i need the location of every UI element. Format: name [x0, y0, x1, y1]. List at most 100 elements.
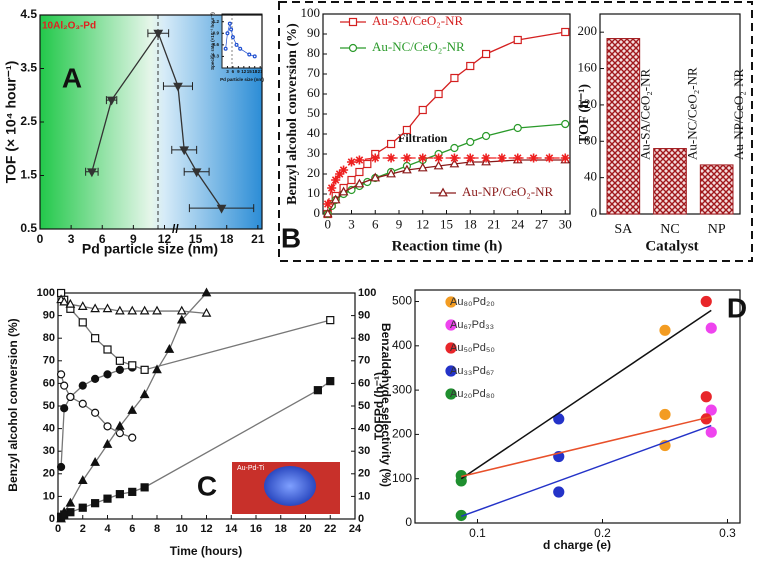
marker: [355, 167, 364, 177]
x-tick-label: 6: [99, 232, 106, 246]
legend-label: Au₆₇Pd₃₃: [450, 319, 494, 331]
marker: [103, 345, 112, 354]
y-tick-label: 20: [307, 165, 320, 180]
y-axis-label: TOF (× 10⁴ hour⁻¹): [3, 61, 19, 184]
x-tick-label: 12: [158, 232, 172, 246]
marker: [418, 153, 428, 163]
panel-letter: A: [62, 62, 82, 93]
marker: [450, 73, 459, 83]
marker: [561, 119, 570, 129]
marker: [91, 334, 100, 343]
marker: [445, 365, 457, 377]
legend-label: Au-NC/CeO₂-NR: [372, 39, 465, 54]
y-tick-label: 0: [49, 513, 55, 525]
y-tick-label: 1.2: [213, 19, 220, 24]
legend-label: Au-NP/CeO₂-NR: [462, 184, 554, 199]
particle: [264, 466, 316, 506]
x-tick-label: 27: [535, 217, 549, 232]
annotation: 10Al₂O₃-Pd: [42, 21, 96, 32]
marker: [450, 143, 459, 153]
marker: [229, 27, 234, 32]
y-tick-label: 200: [392, 427, 412, 441]
x-tick-label: 9: [396, 217, 403, 232]
y2-tick-label: 30: [358, 445, 370, 457]
y-tick-label: 30: [43, 445, 55, 457]
x-tick-label: 0.2: [594, 526, 611, 540]
x-tick-label: 24: [349, 523, 362, 535]
marker: [354, 155, 364, 165]
y-axis-label: TOF (h⁻¹): [577, 84, 592, 145]
marker: [705, 322, 717, 334]
marker: [78, 381, 87, 390]
marker: [223, 46, 228, 51]
y-tick-label: 2.5: [20, 114, 37, 128]
marker: [481, 153, 491, 163]
x-tick-label: 15: [189, 232, 203, 246]
marker: [153, 29, 164, 39]
marker: [91, 499, 100, 508]
marker: [78, 503, 87, 512]
y2-axis-label: Benzaldehyde selectivity (%): [379, 323, 393, 487]
y-tick-label: 40: [43, 423, 55, 435]
legend-label: Au₅₀Pd₅₀: [450, 342, 495, 354]
x-axis-label: Pd particle size (nm): [220, 77, 264, 82]
plot-frame: [414, 289, 741, 524]
x-tick-label: 6: [232, 69, 235, 74]
marker: [348, 17, 358, 27]
y-tick-label: 90: [307, 25, 320, 40]
y-tick-label: 0.9: [213, 30, 220, 35]
marker: [238, 46, 243, 51]
x-tick-label: 18: [220, 232, 234, 246]
marker: [346, 157, 357, 167]
marker: [481, 49, 491, 59]
marker: [247, 52, 252, 57]
y-tick-label: 200: [578, 23, 598, 38]
image-label: Au-Pd-Ti: [237, 465, 265, 472]
y-tick-label: 0.5: [20, 221, 37, 235]
marker: [370, 153, 380, 163]
marker: [363, 159, 372, 169]
marker: [90, 303, 100, 313]
marker: [90, 457, 100, 466]
x-tick-label: 30: [559, 217, 572, 232]
marker: [560, 153, 570, 163]
x-axis-label: Reaction time (h): [392, 238, 503, 254]
series-line: [460, 424, 712, 518]
y2-tick-label: 0: [358, 513, 364, 525]
marker: [201, 287, 212, 297]
y-tick-label: 70: [307, 65, 320, 80]
marker: [466, 61, 475, 71]
marker: [152, 364, 162, 374]
marker: [455, 475, 467, 487]
marker: [529, 153, 539, 163]
inset-background: [221, 13, 263, 69]
x-tick-label: SA: [614, 222, 633, 237]
y-tick-label: 100: [392, 471, 412, 485]
x-tick-label: 4: [104, 523, 111, 535]
marker: [152, 305, 162, 315]
y-tick-label: 0: [591, 205, 598, 220]
marker: [354, 178, 365, 188]
marker: [700, 391, 712, 403]
marker: [139, 305, 150, 315]
y-tick-label: 0.3: [213, 54, 220, 59]
marker: [513, 123, 522, 133]
bar-label: Au-SA/CeO₂-NR: [638, 68, 653, 160]
marker: [402, 164, 412, 174]
x-tick-label: 21: [488, 217, 501, 232]
marker: [386, 139, 396, 149]
marker: [102, 438, 113, 448]
marker: [103, 494, 112, 503]
marker: [465, 153, 475, 163]
x-tick-label: 22: [324, 523, 336, 535]
marker: [455, 509, 467, 522]
y-tick-label: 100: [37, 287, 55, 299]
x-tick-label: 15: [247, 69, 253, 74]
marker: [466, 137, 475, 147]
y-axis-label: Specific rate (×10⁻¹ hour⁻¹): [210, 12, 215, 70]
x-tick-label: 14: [225, 523, 238, 535]
marker: [115, 420, 125, 430]
marker: [140, 483, 149, 492]
series-line: [460, 309, 712, 480]
marker: [164, 344, 175, 353]
